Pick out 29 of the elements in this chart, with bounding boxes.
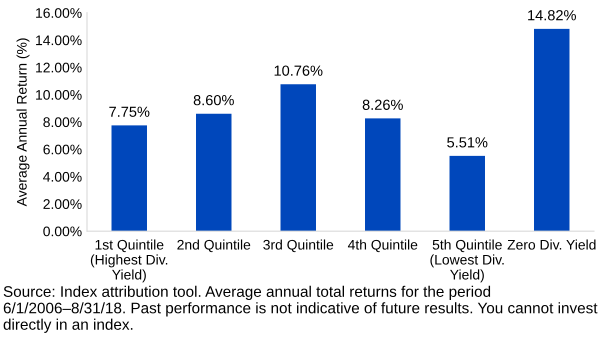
y-tick-label: 12.00% bbox=[36, 62, 82, 73]
y-tick-label: 16.00% bbox=[36, 8, 82, 18]
x-tick-label: 4th Quintile bbox=[348, 239, 418, 252]
y-tick-label: 4.00% bbox=[43, 172, 82, 182]
data-label: 14.82% bbox=[528, 10, 576, 20]
data-label: 5.51% bbox=[447, 137, 488, 148]
bar bbox=[365, 118, 400, 232]
bar bbox=[450, 156, 485, 232]
bar bbox=[280, 84, 316, 232]
y-tick-label: 10.00% bbox=[36, 90, 82, 100]
x-tick-label: Zero Div. Yield bbox=[508, 239, 596, 250]
data-label: 7.75% bbox=[109, 106, 150, 117]
data-label: 10.76% bbox=[274, 66, 322, 76]
x-tick-label: 5th Quintile (Lowest Div. Yield) bbox=[430, 239, 504, 282]
y-tick-label: 0.00% bbox=[43, 226, 82, 236]
y-tick-label: 8.00% bbox=[43, 117, 82, 128]
data-label: 8.60% bbox=[194, 94, 234, 106]
x-tick-label: 2nd Quintile bbox=[177, 239, 250, 252]
y-tick-label: 14.00% bbox=[36, 35, 82, 46]
source-note: Source: Index attribution tool. Average annual total returns for the period 6/1/2006–8/31/18. Past performance is not indicative of future results. You cannot invest directly in an index. bbox=[4, 286, 598, 333]
bar bbox=[112, 125, 147, 232]
x-tick-label: 3rd Quintile bbox=[263, 239, 334, 252]
y-axis-title: Average Annual Return (%) bbox=[16, 38, 30, 206]
y-tick-label: 2.00% bbox=[43, 199, 82, 210]
bar bbox=[196, 114, 232, 232]
y-tick-label: 6.00% bbox=[43, 144, 82, 154]
data-label: 8.26% bbox=[362, 100, 403, 110]
x-tick-label: 1st Quintile (Highest Div. Yield) bbox=[90, 239, 168, 282]
bar bbox=[534, 28, 570, 232]
